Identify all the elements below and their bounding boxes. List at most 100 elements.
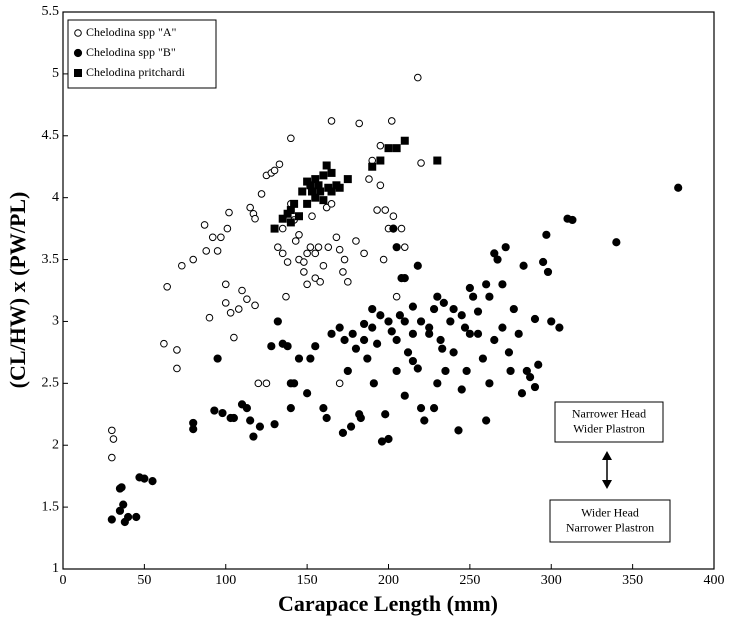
data-point	[234, 305, 243, 313]
x-tick-label: 200	[378, 573, 399, 588]
data-point	[287, 134, 295, 143]
data-point	[327, 187, 336, 196]
data-point	[226, 308, 235, 317]
y-tick-label: 5.5	[42, 4, 60, 19]
annotation-box	[549, 499, 671, 543]
data-point	[381, 206, 390, 214]
data-point	[251, 301, 259, 310]
y-tick-label: 2.5	[42, 376, 60, 391]
legend-marker	[74, 69, 82, 77]
data-point	[465, 283, 474, 293]
data-point	[543, 267, 553, 277]
data-point	[319, 196, 328, 205]
arrow-heads	[602, 451, 612, 489]
data-point	[311, 175, 320, 184]
data-point	[275, 160, 284, 169]
data-point	[314, 181, 323, 190]
y-tick-label: 3	[52, 314, 59, 329]
data-point	[436, 335, 445, 345]
data-point	[327, 329, 336, 338]
data-point	[322, 161, 331, 170]
x-tick-label: 150	[297, 573, 318, 588]
data-point	[346, 422, 356, 431]
data-point	[335, 183, 344, 192]
data-point	[303, 199, 312, 208]
data-point	[525, 373, 535, 382]
data-point	[306, 181, 315, 190]
data-point	[498, 323, 507, 332]
data-point	[376, 156, 385, 165]
data-point	[417, 159, 425, 167]
data-point	[425, 329, 434, 338]
data-point	[200, 221, 209, 229]
data-point	[243, 295, 251, 303]
data-point	[504, 348, 514, 357]
data-point	[283, 342, 292, 351]
data-point	[117, 483, 126, 492]
data-point	[282, 292, 290, 301]
data-point	[295, 231, 303, 239]
data-point	[311, 274, 320, 282]
x-tick-label: 400	[704, 573, 725, 588]
data-point	[314, 243, 323, 251]
data-point	[498, 280, 507, 289]
annotation-box	[554, 401, 664, 443]
data-point	[311, 342, 320, 351]
data-point	[319, 171, 328, 180]
legend-label: Chelodina spp "A"	[86, 25, 177, 39]
data-point	[400, 136, 409, 145]
data-point	[568, 215, 577, 225]
data-point	[446, 317, 455, 326]
data-point	[303, 249, 311, 258]
data-point	[343, 366, 352, 376]
data-point	[465, 329, 474, 338]
data-point	[509, 304, 518, 314]
data-point	[674, 183, 683, 192]
data-point	[298, 187, 307, 196]
data-point	[392, 144, 401, 153]
data-point	[238, 286, 246, 295]
data-point	[294, 212, 303, 221]
data-point	[360, 249, 368, 258]
data-point	[283, 258, 292, 266]
y-tick-label: 3.5	[42, 252, 60, 267]
data-point	[303, 389, 312, 398]
data-point	[462, 366, 471, 376]
data-point	[311, 249, 320, 258]
y-tick-label: 1.5	[42, 499, 60, 514]
data-point	[308, 212, 316, 221]
data-point	[433, 156, 442, 165]
data-point	[433, 379, 442, 388]
plot-frame	[62, 11, 715, 570]
data-point	[109, 435, 118, 443]
data-point	[403, 348, 413, 357]
annotation-text: Wider Plastron	[573, 421, 645, 435]
data-point	[327, 200, 336, 208]
x-tick-label: 50	[137, 573, 151, 588]
data-point	[449, 348, 458, 357]
data-point	[217, 233, 225, 242]
data-point	[441, 366, 450, 376]
data-point	[274, 243, 282, 251]
data-point	[343, 175, 352, 184]
data-point	[506, 366, 515, 376]
data-point	[473, 329, 483, 338]
data-point	[306, 243, 315, 251]
data-point	[124, 512, 133, 522]
data-point	[384, 144, 393, 153]
data-point	[335, 245, 344, 254]
data-point	[379, 255, 388, 264]
data-point	[376, 311, 385, 320]
data-point	[473, 307, 483, 316]
data-point	[392, 292, 401, 301]
data-point	[189, 425, 198, 434]
data-point	[202, 247, 211, 255]
data-point	[413, 261, 422, 270]
data-point	[278, 214, 287, 223]
data-point	[368, 304, 377, 314]
legend-box	[67, 19, 217, 89]
data-point	[221, 280, 230, 289]
data-point	[273, 317, 282, 326]
data-point	[335, 323, 344, 332]
data-point	[368, 162, 377, 171]
